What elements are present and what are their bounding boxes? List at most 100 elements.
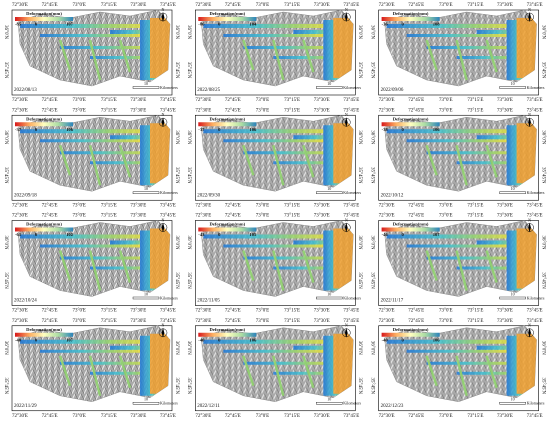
- deformation-band: [386, 234, 537, 239]
- legend-min: -37: [198, 127, 205, 132]
- longitude-label: 73°30'E: [130, 3, 146, 8]
- legend-min: -61: [15, 232, 22, 237]
- map-panel: 72°30'E 72°30'E 72°45'E 72°45'E 73°0'E 73°0'E…: [186, 3, 362, 103]
- longitude-label: 73°45'E: [343, 319, 359, 324]
- longitude-label: 72°30'E: [379, 98, 395, 103]
- longitude-label: 72°45'E: [225, 414, 241, 419]
- legend-max: 107: [433, 232, 441, 237]
- color-bar: [15, 17, 73, 21]
- longitude-label: 73°15'E: [467, 414, 483, 419]
- longitude-label: 73°45'E: [160, 309, 176, 314]
- longitude-label: 72°45'E: [408, 3, 424, 8]
- color-bar: [198, 332, 257, 337]
- longitude-label: 72°45'E: [408, 214, 424, 219]
- map-panel: 72°30'E 72°30'E 72°45'E 72°45'E 73°0'E 73°0'E…: [3, 108, 179, 208]
- latitude-label: 36°0'N: [369, 25, 374, 39]
- scale-unit: Kilometers: [160, 190, 178, 195]
- longitude-label: 73°45'E: [160, 414, 176, 419]
- deformation-band: [476, 135, 537, 140]
- longitude-label: 73°30'E: [497, 319, 513, 324]
- date-label: 2022/10/24: [14, 299, 37, 304]
- latitude-label: 35°45'N: [174, 167, 179, 184]
- longitude-label: 73°0'E: [72, 3, 85, 8]
- longitude-label: 73°0'E: [256, 3, 269, 8]
- latitude-label: 36°0'N: [357, 341, 362, 355]
- deformation-band: [333, 18, 354, 78]
- scale-bar: [132, 402, 160, 405]
- deformation-band: [243, 256, 354, 260]
- color-bar: [381, 332, 440, 337]
- longitude-label: 73°15'E: [467, 309, 483, 314]
- longitude-label: 73°30'E: [314, 3, 330, 8]
- north-arrow: [528, 12, 531, 22]
- scale-bar: [316, 402, 343, 405]
- scale-unit: Kilometers: [160, 295, 178, 300]
- date-label: 2022/12/23: [381, 404, 404, 409]
- map-panel: 72°30'E 72°30'E 72°45'E 72°45'E 73°0'E 73°0'E…: [186, 319, 362, 419]
- deformation-band: [406, 244, 527, 248]
- legend-zero: 0: [35, 22, 38, 27]
- deformation-overlay: [20, 123, 170, 186]
- deformation-band: [243, 151, 354, 155]
- longitude-label: 73°0'E: [72, 319, 85, 324]
- longitude-label: 73°30'E: [314, 319, 330, 324]
- longitude-label: 73°15'E: [467, 214, 483, 219]
- longitude-label: 73°0'E: [72, 414, 85, 419]
- latitude-label: 36°0'N: [540, 25, 545, 39]
- latitude-label: 36°0'N: [540, 341, 545, 355]
- north-label: N: [162, 323, 165, 328]
- deformation-overlay: [203, 123, 354, 186]
- longitude-label: 72°30'E: [379, 414, 395, 419]
- longitude-label: 72°45'E: [225, 203, 241, 208]
- scale-bar: [316, 86, 343, 89]
- deformation-band: [150, 123, 170, 184]
- longitude-label: 73°15'E: [467, 108, 483, 113]
- color-bar: [381, 17, 440, 21]
- latitude-label: 35°45'N: [369, 167, 374, 184]
- longitude-label: 72°30'E: [195, 108, 211, 113]
- legend-min: -40: [382, 337, 389, 342]
- longitude-label: 72°45'E: [42, 203, 58, 208]
- date-label: 2022/10/12: [381, 193, 404, 198]
- scale-unit: Kilometers: [343, 85, 361, 90]
- longitude-label: 73°15'E: [284, 203, 300, 208]
- latitude-label: 35°45'N: [540, 377, 545, 394]
- scale-unit: Kilometers: [527, 401, 545, 406]
- deformation-band: [223, 349, 344, 353]
- legend-max: 106: [249, 127, 257, 132]
- scale-bar: [499, 402, 526, 405]
- legend-title: Deformation(mm): [26, 222, 62, 227]
- longitude-label: 73°45'E: [343, 214, 359, 219]
- longitude-label: 72°30'E: [195, 98, 211, 103]
- scale-value: 10: [144, 291, 148, 296]
- map-panel: 72°30'E 72°30'E 72°45'E 72°45'E 73°0'E 73°0'E…: [3, 214, 179, 314]
- deformation-band: [333, 228, 354, 289]
- map-panel: 72°30'E 72°30'E 72°45'E 72°45'E 73°0'E 73°0'E…: [369, 3, 545, 103]
- latitude-label: 35°45'N: [540, 272, 545, 289]
- longitude-label: 73°30'E: [497, 214, 513, 219]
- latitude-label: 36°0'N: [3, 25, 8, 39]
- deformation-band: [58, 250, 132, 291]
- deformation-band: [516, 18, 537, 78]
- longitude-label: 72°45'E: [408, 203, 424, 208]
- longitude-label: 72°30'E: [195, 203, 211, 208]
- legend-min: -43: [198, 232, 205, 237]
- deformation-band: [273, 266, 354, 270]
- longitude-label: 73°15'E: [284, 3, 300, 8]
- deformation-overlay: [203, 18, 354, 81]
- legend-max: 107: [66, 22, 74, 27]
- longitude-label: 73°45'E: [527, 108, 543, 113]
- latitude-label: 36°0'N: [186, 130, 191, 144]
- latitude-label: 36°0'N: [186, 341, 191, 355]
- longitude-label: 73°30'E: [130, 309, 146, 314]
- longitude-label: 73°0'E: [256, 203, 269, 208]
- latitude-label: 35°45'N: [369, 377, 374, 394]
- longitude-label: 72°30'E: [195, 3, 211, 8]
- date-label: 2022/09/30: [197, 193, 220, 198]
- longitude-label: 73°30'E: [314, 98, 330, 103]
- scale-unit: Kilometers: [527, 295, 545, 300]
- scale-unit: Kilometers: [527, 85, 545, 90]
- longitude-label: 73°0'E: [256, 98, 269, 103]
- longitude-label: 73°30'E: [130, 319, 146, 324]
- longitude-label: 73°0'E: [256, 414, 269, 419]
